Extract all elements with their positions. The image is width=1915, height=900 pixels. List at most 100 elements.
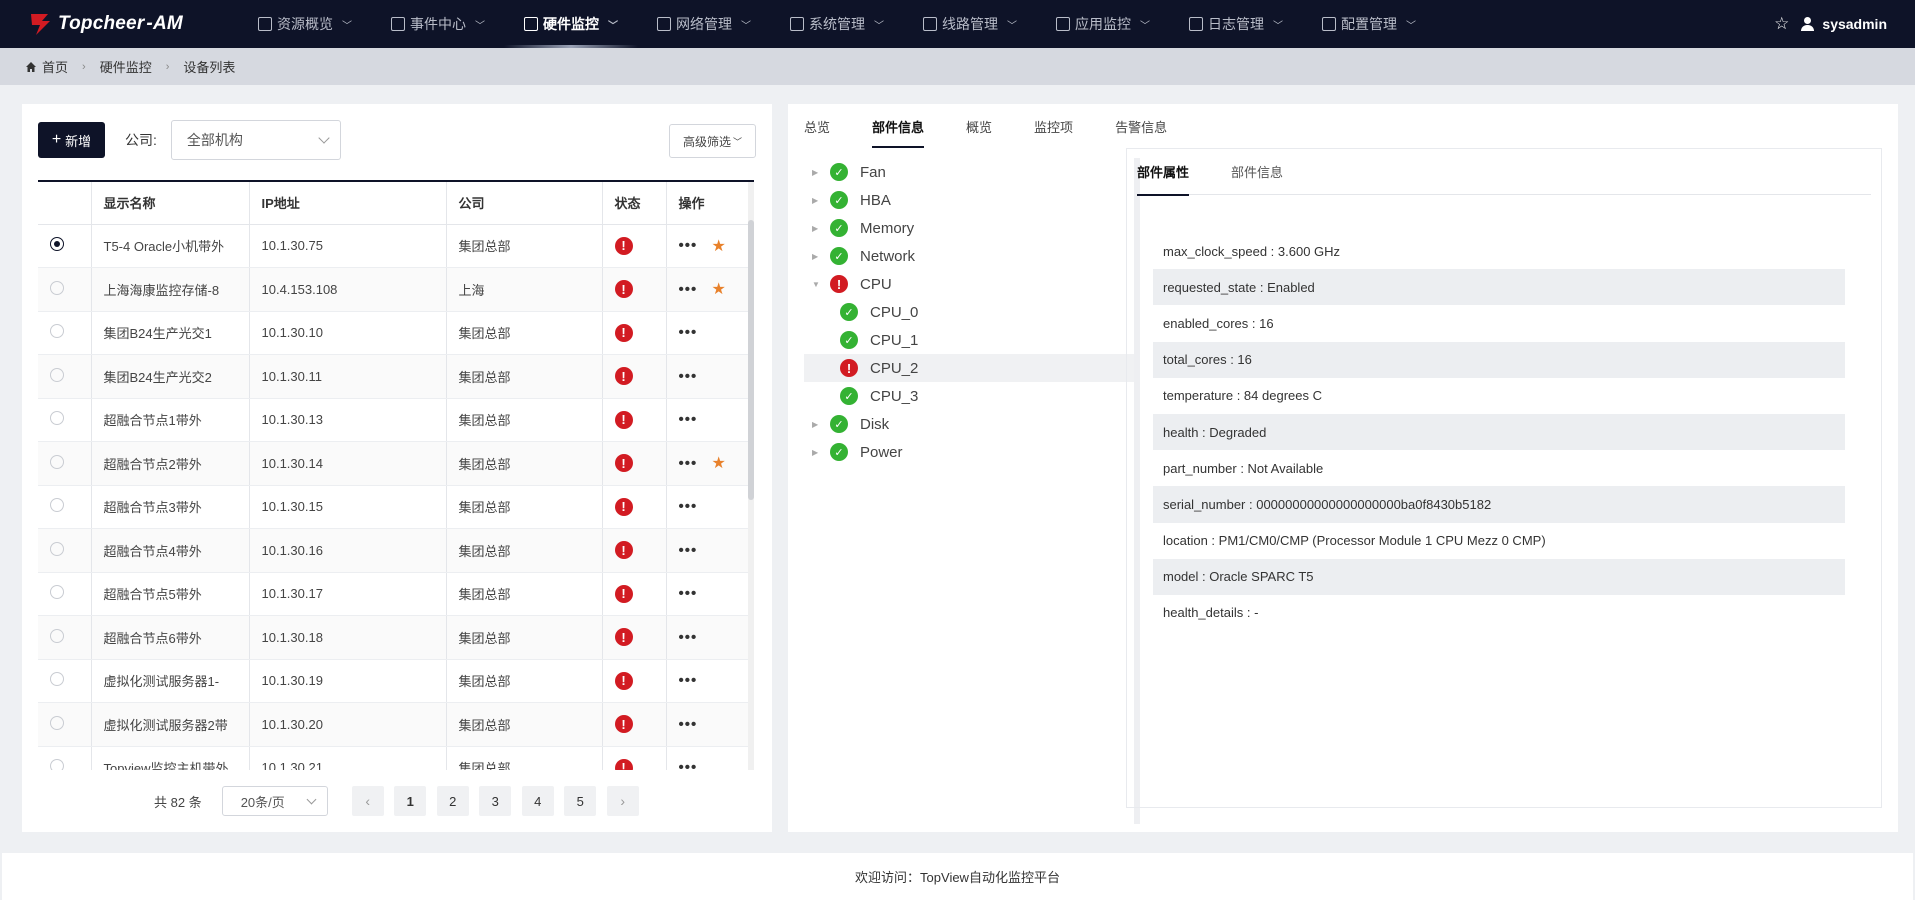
- breadcrumb-home[interactable]: 首页: [42, 60, 69, 75]
- tab-3[interactable]: 监控项: [1034, 119, 1074, 135]
- header-company[interactable]: 公司: [446, 182, 603, 225]
- table-row[interactable]: T5-4 Oracle小机带外 10.1.30.75 集团总部! ••• ★: [38, 224, 749, 268]
- table-row[interactable]: 超融合节点5带外 10.1.30.17 集团总部! •••: [38, 572, 749, 616]
- more-actions-icon[interactable]: •••: [678, 715, 698, 733]
- row-radio[interactable]: [50, 324, 64, 339]
- row-radio[interactable]: [50, 541, 64, 556]
- tab-2[interactable]: 概览: [966, 119, 993, 135]
- row-radio[interactable]: [50, 367, 64, 382]
- page-button-2[interactable]: 2: [436, 786, 469, 816]
- tree-node[interactable]: ▶ ✓ HBA: [804, 186, 1134, 214]
- favorite-star-icon[interactable]: ★: [711, 237, 726, 255]
- more-actions-icon[interactable]: •••: [678, 454, 698, 472]
- table-row[interactable]: 集团B24生产光交1 10.1.30.10 集团总部! •••: [38, 311, 749, 355]
- tree-node[interactable]: ✓ CPU_3: [804, 382, 1134, 410]
- row-radio[interactable]: [50, 628, 64, 643]
- subtab-0[interactable]: 部件属性: [1137, 149, 1190, 196]
- row-radio[interactable]: [50, 498, 64, 513]
- cell-name[interactable]: 超融合节点2带外: [91, 441, 250, 486]
- cell-name[interactable]: 超融合节点5带外: [91, 572, 250, 616]
- next-page-button[interactable]: ›: [606, 786, 639, 816]
- add-device-button[interactable]: + 新增: [38, 122, 105, 158]
- cell-name[interactable]: 超融合节点1带外: [91, 398, 250, 442]
- tree-node[interactable]: ▶ ✓ Fan: [804, 158, 1134, 186]
- tree-node[interactable]: ✓ CPU_0: [804, 298, 1134, 326]
- brand-logo[interactable]: Topcheer -AM: [0, 11, 220, 37]
- table-row[interactable]: 上海海康监控存储-8 10.4.153.108 上海! ••• ★: [38, 267, 749, 312]
- table-row[interactable]: 超融合节点4带外 10.1.30.16 集团总部! •••: [38, 528, 749, 573]
- cell-name[interactable]: T5-4 Oracle小机带外: [91, 224, 250, 268]
- table-row[interactable]: 超融合节点1带外 10.1.30.13 集团总部! •••: [38, 398, 749, 442]
- header-status[interactable]: 状态: [602, 182, 667, 225]
- caret-right-icon[interactable]: ▶: [812, 419, 819, 429]
- header-name[interactable]: 显示名称: [91, 182, 250, 225]
- scrollbar-thumb[interactable]: [748, 220, 754, 500]
- tab-4[interactable]: 告警信息: [1115, 119, 1168, 135]
- tab-1[interactable]: 部件信息: [872, 104, 925, 148]
- row-radio[interactable]: [50, 585, 64, 600]
- table-row[interactable]: 超融合节点2带外 10.1.30.14 集团总部! ••• ★: [38, 441, 749, 486]
- more-actions-icon[interactable]: •••: [678, 280, 698, 298]
- favorite-star-icon[interactable]: ★: [711, 455, 726, 473]
- nav-item-2[interactable]: 硬件监控 ﹀: [504, 0, 638, 48]
- cell-name[interactable]: 虚拟化测试服务器1-: [91, 659, 250, 703]
- row-radio[interactable]: [50, 759, 64, 770]
- caret-right-icon[interactable]: ▶: [812, 251, 819, 261]
- more-actions-icon[interactable]: •••: [678, 759, 698, 770]
- breadcrumb-hardware[interactable]: 硬件监控: [99, 60, 152, 75]
- header-ip[interactable]: IP地址: [249, 182, 447, 225]
- row-radio[interactable]: [50, 280, 64, 295]
- page-size-select[interactable]: 20条/页: [221, 786, 328, 816]
- nav-item-0[interactable]: 资源概览 ﹀: [246, 0, 364, 48]
- caret-right-icon[interactable]: ▶: [812, 167, 819, 177]
- cell-name[interactable]: 虚拟化测试服务器2带: [91, 702, 250, 747]
- tree-node[interactable]: ▶ ✓ Disk: [804, 410, 1134, 438]
- nav-item-7[interactable]: 日志管理 ﹀: [1177, 0, 1295, 48]
- table-row[interactable]: 集团B24生产光交2 10.1.30.11 集团总部! •••: [38, 354, 749, 399]
- favorites-star-icon[interactable]: ☆: [1774, 14, 1790, 33]
- page-button-3[interactable]: 3: [479, 786, 512, 816]
- table-row[interactable]: 超融合节点3带外 10.1.30.15 集团总部! •••: [38, 485, 749, 529]
- username[interactable]: sysadmin: [1822, 16, 1887, 32]
- cell-name[interactable]: Topview监控主机带外: [91, 746, 250, 770]
- nav-item-1[interactable]: 事件中心 ﹀: [379, 0, 497, 48]
- more-actions-icon[interactable]: •••: [678, 672, 698, 690]
- more-actions-icon[interactable]: •••: [678, 324, 698, 342]
- subtab-1[interactable]: 部件信息: [1231, 165, 1284, 180]
- cell-name[interactable]: 集团B24生产光交2: [91, 354, 250, 399]
- table-row[interactable]: 虚拟化测试服务器2带 10.1.30.20 集团总部! •••: [38, 702, 749, 747]
- more-actions-icon[interactable]: •••: [678, 237, 698, 255]
- tree-splitter[interactable]: [1134, 158, 1140, 824]
- caret-down-icon[interactable]: ▼: [812, 279, 820, 289]
- more-actions-icon[interactable]: •••: [678, 585, 698, 603]
- nav-item-6[interactable]: 应用监控 ﹀: [1044, 0, 1162, 48]
- favorite-star-icon[interactable]: ★: [711, 281, 726, 299]
- table-scrollbar[interactable]: [748, 182, 754, 770]
- tree-node[interactable]: ✓ CPU_1: [804, 326, 1134, 354]
- nav-item-5[interactable]: 线路管理 ﹀: [911, 0, 1029, 48]
- more-actions-icon[interactable]: •••: [678, 411, 698, 429]
- nav-item-8[interactable]: 配置管理 ﹀: [1310, 0, 1428, 48]
- more-actions-icon[interactable]: •••: [678, 498, 698, 516]
- tab-0[interactable]: 总览: [804, 119, 831, 135]
- more-actions-icon[interactable]: •••: [678, 541, 698, 559]
- company-select[interactable]: 全部机构: [170, 120, 341, 160]
- cell-name[interactable]: 超融合节点3带外: [91, 485, 250, 529]
- cell-name[interactable]: 超融合节点6带外: [91, 615, 250, 660]
- page-button-4[interactable]: 4: [521, 786, 554, 816]
- row-radio[interactable]: [50, 715, 64, 730]
- row-radio[interactable]: [50, 672, 64, 687]
- caret-right-icon[interactable]: ▶: [812, 195, 819, 205]
- tree-node[interactable]: ▶ ✓ Network: [804, 242, 1134, 270]
- caret-right-icon[interactable]: ▶: [812, 223, 819, 233]
- cell-name[interactable]: 集团B24生产光交1: [91, 311, 250, 355]
- row-radio[interactable]: [50, 411, 64, 426]
- nav-item-4[interactable]: 系统管理 ﹀: [778, 0, 896, 48]
- tree-node[interactable]: ! CPU_2: [804, 354, 1134, 382]
- table-row[interactable]: 超融合节点6带外 10.1.30.18 集团总部! •••: [38, 615, 749, 660]
- nav-item-3[interactable]: 网络管理 ﹀: [645, 0, 763, 48]
- page-button-5[interactable]: 5: [564, 786, 597, 816]
- tree-node[interactable]: ▶ ✓ Power: [804, 438, 1134, 466]
- row-radio[interactable]: [50, 237, 64, 252]
- more-actions-icon[interactable]: •••: [678, 367, 698, 385]
